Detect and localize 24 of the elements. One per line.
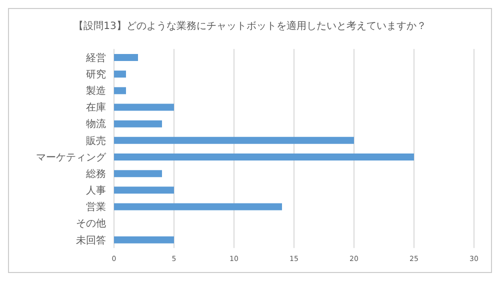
y-tick-label: 研究 xyxy=(86,68,106,80)
y-tick-label: 総務 xyxy=(85,168,106,180)
y-tick-label: マーケティング xyxy=(36,152,107,164)
bar xyxy=(114,186,174,194)
bar xyxy=(114,136,354,144)
bar xyxy=(114,54,138,61)
y-tick-label: 経営 xyxy=(85,52,106,64)
y-tick-label: 物流 xyxy=(86,118,106,130)
bar xyxy=(114,87,126,94)
chart-title: 【設問13】どのような業務にチャットボットを適用したいと考えていますか？ xyxy=(72,20,428,34)
y-tick-label: 在庫 xyxy=(86,102,106,114)
bar xyxy=(114,154,414,160)
y-tick-label: 未回答 xyxy=(76,234,106,246)
bar xyxy=(114,203,282,210)
y-tick-label: 営業 xyxy=(86,201,106,214)
y-tick-label: 製造 xyxy=(86,85,106,98)
y-tick-label: その他 xyxy=(76,218,106,230)
y-tick-label: 販売 xyxy=(86,134,106,147)
bar xyxy=(114,70,126,78)
bar xyxy=(114,170,162,178)
bar xyxy=(114,120,162,128)
bar xyxy=(114,236,174,244)
bar xyxy=(114,104,174,111)
y-tick-label: 人事 xyxy=(86,184,106,197)
